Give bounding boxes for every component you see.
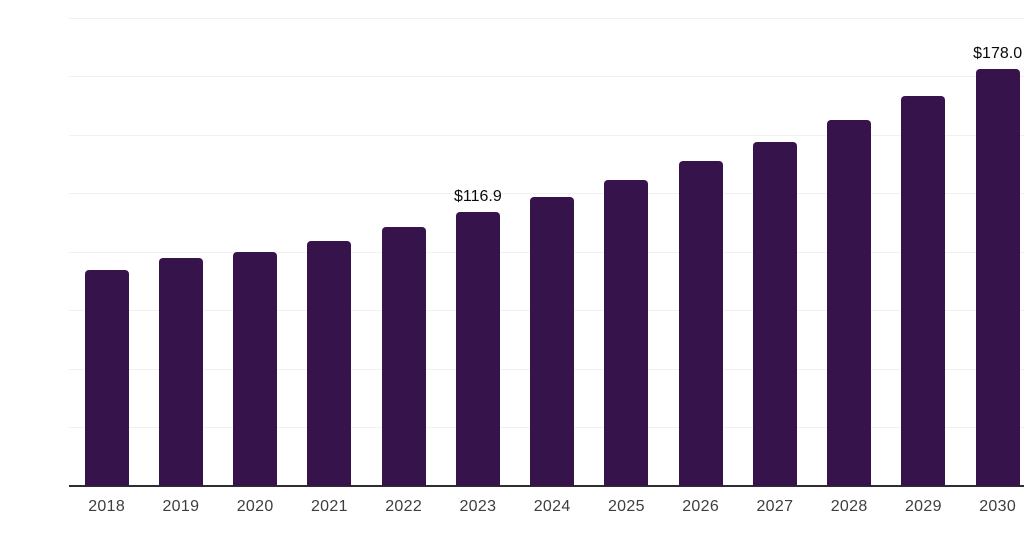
x-tick-label-2025: 2025: [607, 498, 645, 515]
data-label-2030: $178.0: [973, 45, 1023, 63]
bar-2022: [381, 227, 426, 486]
x-tick-label-2022: 2022: [385, 498, 423, 515]
gridline-125: [69, 193, 1024, 195]
bar-2030: [975, 69, 1020, 486]
x-tick-label-2030: 2030: [979, 498, 1017, 515]
x-axis-line: [69, 485, 1024, 487]
x-tick-label-2023: 2023: [459, 498, 497, 515]
bar-2023: [455, 212, 500, 486]
bar-2027: [752, 141, 797, 486]
bar-2028: [827, 119, 872, 486]
gridline-175: [69, 76, 1024, 78]
gridline-200: [69, 17, 1024, 19]
gridline-150: [69, 134, 1024, 136]
bar-2020: [233, 252, 278, 486]
x-tick-label-2027: 2027: [756, 498, 794, 515]
x-tick-label-2019: 2019: [162, 498, 200, 515]
x-tick-label-2021: 2021: [310, 498, 348, 515]
x-tick-label-2020: 2020: [236, 498, 274, 515]
bar-2026: [678, 161, 723, 486]
x-tick-label-2029: 2029: [904, 498, 942, 515]
bar-2021: [307, 240, 352, 486]
bar-2029: [901, 96, 946, 486]
bar-2024: [530, 196, 575, 486]
bar-2019: [158, 258, 203, 486]
x-tick-label-2018: 2018: [88, 498, 126, 515]
x-tick-label-2024: 2024: [533, 498, 571, 515]
bar-2025: [604, 179, 649, 486]
x-tick-label-2026: 2026: [682, 498, 720, 515]
data-label-2023: $116.9: [454, 188, 502, 206]
bar-chart: 2018 2019 2020 2021 2022 2023 $116.9 2024 2025 20…: [40, 16, 1024, 528]
bar-2018: [84, 270, 129, 486]
x-tick-label-2028: 2028: [830, 498, 868, 515]
